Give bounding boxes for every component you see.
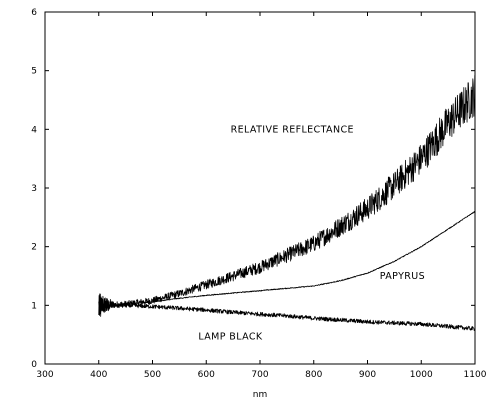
x-tick-label: 500 [144, 370, 161, 380]
x-tick-label: 800 [305, 370, 322, 380]
y-tick-label: 5 [31, 67, 37, 77]
annotation-lamp-black: LAMP BLACK [198, 331, 263, 342]
series-line-3 [98, 293, 476, 331]
y-tick-label: 3 [31, 184, 37, 194]
y-tick-label: 6 [31, 8, 37, 18]
y-tick-label: 2 [31, 243, 37, 253]
series-lines [98, 75, 476, 331]
x-tick-label: 1100 [464, 370, 487, 380]
series-line-2 [98, 210, 476, 315]
annotation-papyrus: PAPYRUS [380, 271, 425, 282]
x-tick-label: 400 [90, 370, 107, 380]
x-tick-label: 1000 [410, 370, 433, 380]
x-tick-label: 600 [198, 370, 215, 380]
y-axis-ticks: 0 1 2 3 4 5 6 [31, 8, 475, 370]
x-tick-label: 700 [251, 370, 268, 380]
x-axis-label: nm [253, 390, 267, 400]
y-tick-label: 1 [31, 301, 37, 311]
x-axis-ticks: 300 400 500 600 700 800 900 1000 1100 [36, 12, 487, 380]
x-tick-label: 900 [359, 370, 376, 380]
x-tick-label: 300 [36, 370, 53, 380]
y-tick-label: 0 [31, 360, 37, 370]
annotation-relative-reflectance: RELATIVE REFLECTANCE [231, 124, 354, 135]
y-tick-label: 4 [31, 125, 37, 135]
plot-frame [44, 11, 476, 365]
